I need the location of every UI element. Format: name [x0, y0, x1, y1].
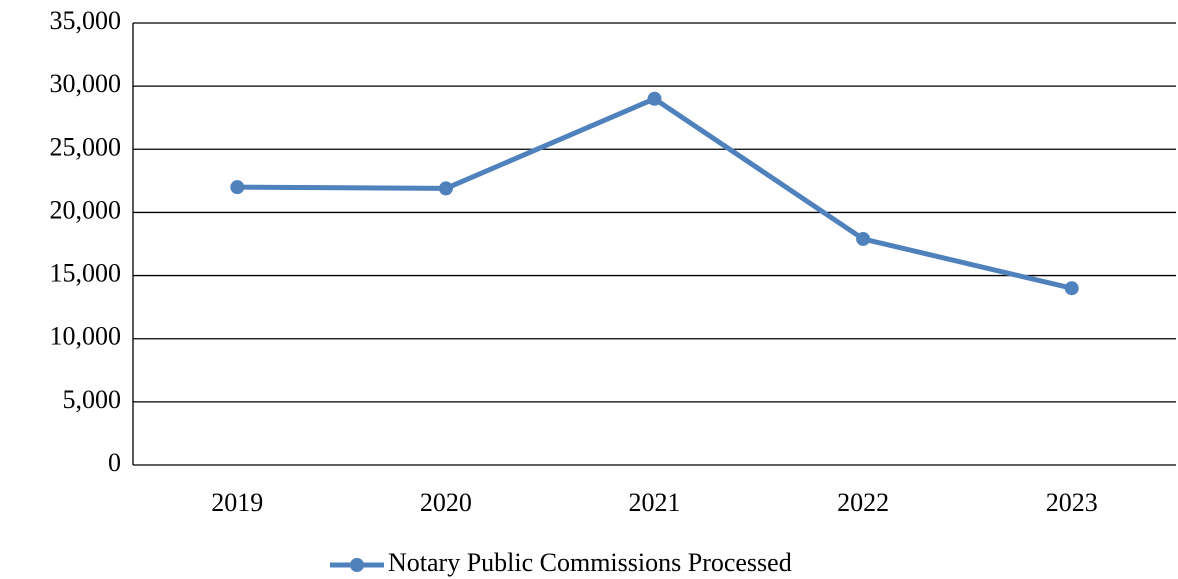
point	[1064, 281, 1079, 296]
y-tick-label: 15,000	[50, 259, 122, 288]
y-tick-label: 5,000	[63, 385, 122, 414]
y-tick-label: 25,000	[50, 132, 122, 161]
series-line	[237, 96, 1073, 291]
y-tick-label: 35,000	[50, 6, 122, 35]
point	[230, 180, 245, 195]
point	[856, 231, 871, 246]
x-tick-label: 2021	[629, 488, 681, 517]
point	[647, 91, 662, 106]
legend-label: Notary Public Commissions Processed	[388, 548, 792, 577]
y-tick-label: 0	[108, 448, 121, 477]
y-tick-label: 20,000	[50, 195, 122, 224]
x-tick-label: 2019	[211, 488, 263, 517]
x-tick-label: 2023	[1046, 488, 1098, 517]
x-tick-label: 2022	[837, 488, 889, 517]
legend-marker	[350, 558, 364, 572]
y-tick-label: 10,000	[50, 322, 122, 351]
x-tick-label: 2020	[420, 488, 472, 517]
y-tick-label: 30,000	[50, 69, 122, 98]
point	[438, 181, 453, 196]
